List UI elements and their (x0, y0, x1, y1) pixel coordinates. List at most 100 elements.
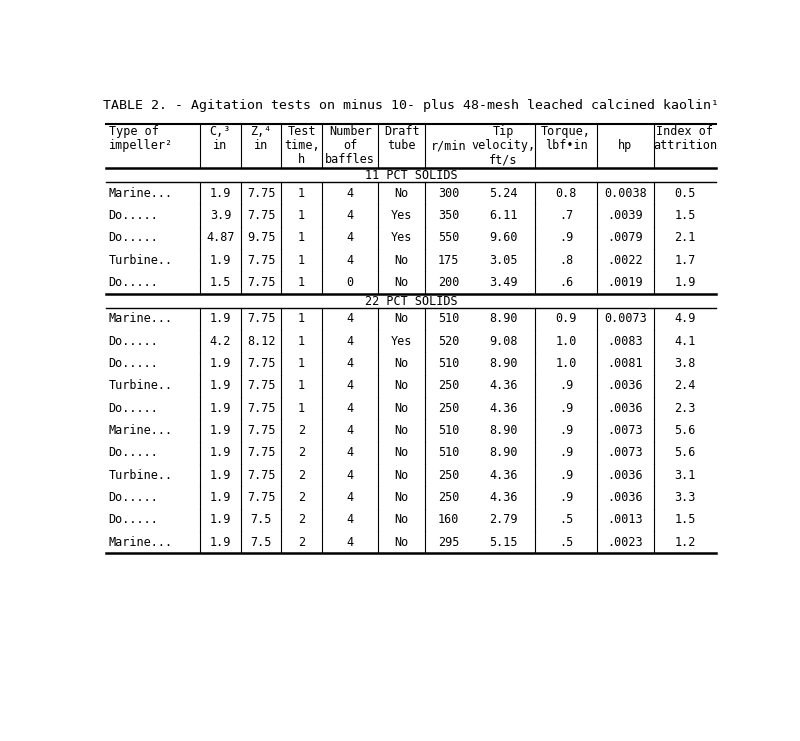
Text: 4: 4 (346, 446, 354, 459)
Text: 5.24: 5.24 (489, 187, 518, 200)
Text: 1.5: 1.5 (674, 209, 695, 222)
Text: 4: 4 (346, 209, 354, 222)
Text: 4: 4 (346, 468, 354, 482)
Text: .0036: .0036 (608, 402, 643, 414)
Text: 1: 1 (298, 379, 306, 392)
Text: 200: 200 (438, 276, 459, 289)
Text: No: No (394, 491, 409, 504)
Text: 4: 4 (346, 231, 354, 245)
Text: 4.36: 4.36 (489, 379, 518, 392)
Text: 1: 1 (298, 209, 306, 222)
Text: Turbine..: Turbine.. (109, 253, 173, 267)
Text: velocity,: velocity, (471, 139, 535, 152)
Text: 7.75: 7.75 (246, 276, 275, 289)
Text: .0022: .0022 (608, 253, 643, 267)
Text: 1.5: 1.5 (210, 276, 231, 289)
Text: 1.9: 1.9 (210, 491, 231, 504)
Text: 1: 1 (298, 312, 306, 325)
Text: 1.9: 1.9 (674, 276, 695, 289)
Text: 0.5: 0.5 (674, 187, 695, 200)
Text: Index of: Index of (656, 125, 714, 139)
Text: 2: 2 (298, 446, 306, 459)
Text: .0079: .0079 (608, 231, 643, 245)
Text: Draft: Draft (384, 125, 419, 139)
Text: Marine...: Marine... (109, 424, 173, 437)
Text: 4: 4 (346, 536, 354, 548)
Text: 1.7: 1.7 (674, 253, 695, 267)
Text: 1: 1 (298, 187, 306, 200)
Text: Tip: Tip (493, 125, 514, 139)
Text: 7.75: 7.75 (246, 253, 275, 267)
Text: 4: 4 (346, 402, 354, 414)
Text: 4: 4 (346, 491, 354, 504)
Text: Yes: Yes (391, 231, 413, 245)
Text: No: No (394, 312, 409, 325)
Text: .9: .9 (559, 424, 573, 437)
Text: .0039: .0039 (608, 209, 643, 222)
Text: No: No (394, 253, 409, 267)
Text: Yes: Yes (391, 335, 413, 348)
Text: Do.....: Do..... (109, 209, 158, 222)
Text: No: No (394, 514, 409, 526)
Text: No: No (394, 424, 409, 437)
Text: .0019: .0019 (608, 276, 643, 289)
Text: 2: 2 (298, 514, 306, 526)
Text: .8: .8 (559, 253, 573, 267)
Text: 4: 4 (346, 187, 354, 200)
Text: 9.75: 9.75 (246, 231, 275, 245)
Text: .0036: .0036 (608, 491, 643, 504)
Text: 4.36: 4.36 (489, 468, 518, 482)
Text: 1: 1 (298, 402, 306, 414)
Text: baffles: baffles (326, 153, 375, 166)
Text: h: h (298, 153, 306, 166)
Text: 295: 295 (438, 536, 459, 548)
Text: Type of: Type of (109, 125, 158, 139)
Text: ft/s: ft/s (489, 153, 518, 166)
Text: .7: .7 (559, 209, 573, 222)
Text: C,³: C,³ (210, 125, 231, 139)
Text: .0036: .0036 (608, 379, 643, 392)
Text: .0036: .0036 (608, 468, 643, 482)
Text: Marine...: Marine... (109, 536, 173, 548)
Text: 0.8: 0.8 (555, 187, 577, 200)
Text: No: No (394, 402, 409, 414)
Text: 7.5: 7.5 (250, 536, 272, 548)
Text: No: No (394, 357, 409, 370)
Text: Number: Number (329, 125, 371, 139)
Text: 4: 4 (346, 312, 354, 325)
Text: 1.2: 1.2 (674, 536, 695, 548)
Text: Do.....: Do..... (109, 402, 158, 414)
Text: Turbine..: Turbine.. (109, 379, 173, 392)
Text: 3.9: 3.9 (210, 209, 231, 222)
Text: .9: .9 (559, 446, 573, 459)
Text: 7.75: 7.75 (246, 312, 275, 325)
Text: 4.9: 4.9 (674, 312, 695, 325)
Text: 9.08: 9.08 (489, 335, 518, 348)
Text: Z,⁴: Z,⁴ (250, 125, 272, 139)
Text: tube: tube (387, 139, 416, 152)
Text: .9: .9 (559, 468, 573, 482)
Text: time,: time, (284, 139, 319, 152)
Text: 2.4: 2.4 (674, 379, 695, 392)
Text: 250: 250 (438, 402, 459, 414)
Text: .9: .9 (559, 491, 573, 504)
Text: 7.75: 7.75 (246, 468, 275, 482)
Text: 510: 510 (438, 424, 459, 437)
Text: .0083: .0083 (608, 335, 643, 348)
Text: 1.5: 1.5 (674, 514, 695, 526)
Text: 7.75: 7.75 (246, 209, 275, 222)
Text: 7.75: 7.75 (246, 402, 275, 414)
Text: 1.9: 1.9 (210, 446, 231, 459)
Text: 7.5: 7.5 (250, 514, 272, 526)
Text: Do.....: Do..... (109, 231, 158, 245)
Text: 1.0: 1.0 (555, 357, 577, 370)
Text: 4.2: 4.2 (210, 335, 231, 348)
Text: TABLE 2. - Agitation tests on minus 10- plus 48-mesh leached calcined kaolin¹: TABLE 2. - Agitation tests on minus 10- … (103, 99, 719, 113)
Text: 9.60: 9.60 (489, 231, 518, 245)
Text: 350: 350 (438, 209, 459, 222)
Text: 175: 175 (438, 253, 459, 267)
Text: 3.05: 3.05 (489, 253, 518, 267)
Text: 1: 1 (298, 253, 306, 267)
Text: 2.1: 2.1 (674, 231, 695, 245)
Text: No: No (394, 276, 409, 289)
